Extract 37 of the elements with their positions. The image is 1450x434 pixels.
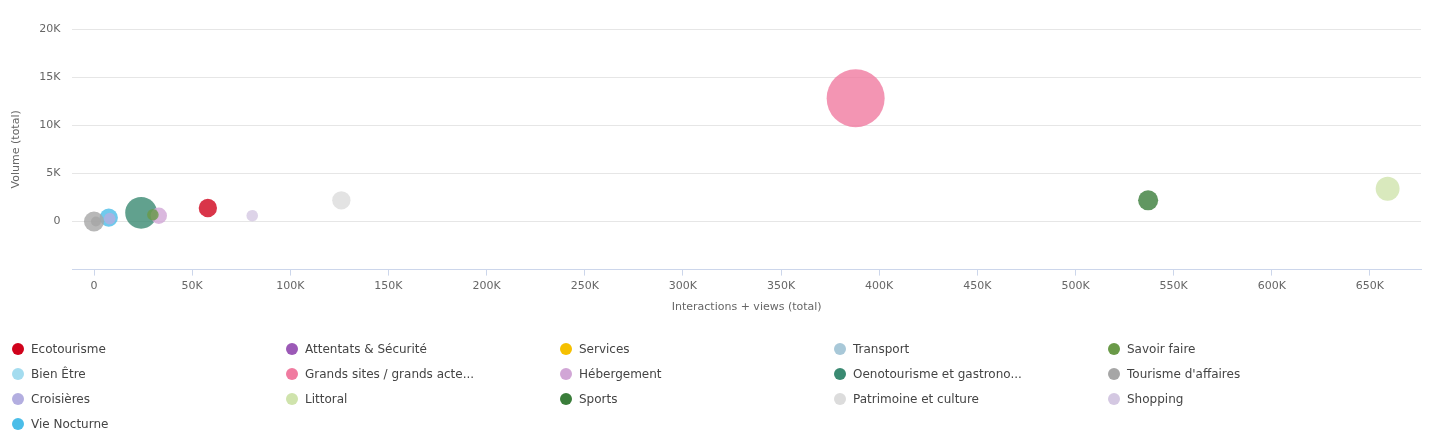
x-tick-label: 650K [1355,279,1385,293]
x-tick-label: 450K [963,279,993,293]
x-tick-label: 550K [1159,279,1189,293]
x-axis-title: Interactions + views (total) [671,300,822,314]
legend-label: Grands sites / grands acte... [305,367,475,381]
legend-label: Shopping [1127,392,1184,406]
legend-label: Sports [579,392,618,406]
x-tick-label: 50K [181,279,204,293]
x-tick-label: 350K [766,279,796,293]
x-tick-label: 150K [374,279,404,293]
x-tick-label: 250K [570,279,600,293]
legend-label: Attentats & Sécurité [305,342,427,356]
x-tick-label: 200K [472,279,502,293]
legend-label: Hébergement [579,367,662,381]
y-tick-label: 0 [53,214,61,228]
legend-label: Savoir faire [1127,342,1196,356]
x-tick-label: 600K [1257,279,1287,293]
legend-label: Croisières [31,392,90,406]
y-tick-label: 5K [46,166,62,180]
y-tick-label: 20K [39,21,62,35]
x-tick-label: 400K [865,279,895,293]
legend-label: Transport [853,342,910,356]
legend-label: Tourisme d'affaires [1127,367,1241,381]
legend-label: Ecotourisme [31,342,106,356]
y-axis-title: Volume (total) [9,110,23,189]
x-tick-label: 0 [90,279,98,293]
x-tick-label: 500K [1061,279,1091,293]
legend-label: Vie Nocturne [31,417,109,431]
legend-label: Oenotourisme et gastrono... [853,367,1022,381]
legend-label: Littoral [305,392,348,406]
y-tick-label: 15K [39,69,62,83]
legend-label: Bien Être [31,367,86,381]
y-tick-label: 10K [39,118,62,132]
legend-label: Services [579,342,630,356]
legend-label: Patrimoine et culture [853,392,979,406]
x-tick-label: 100K [276,279,306,293]
x-tick-label: 300K [668,279,698,293]
